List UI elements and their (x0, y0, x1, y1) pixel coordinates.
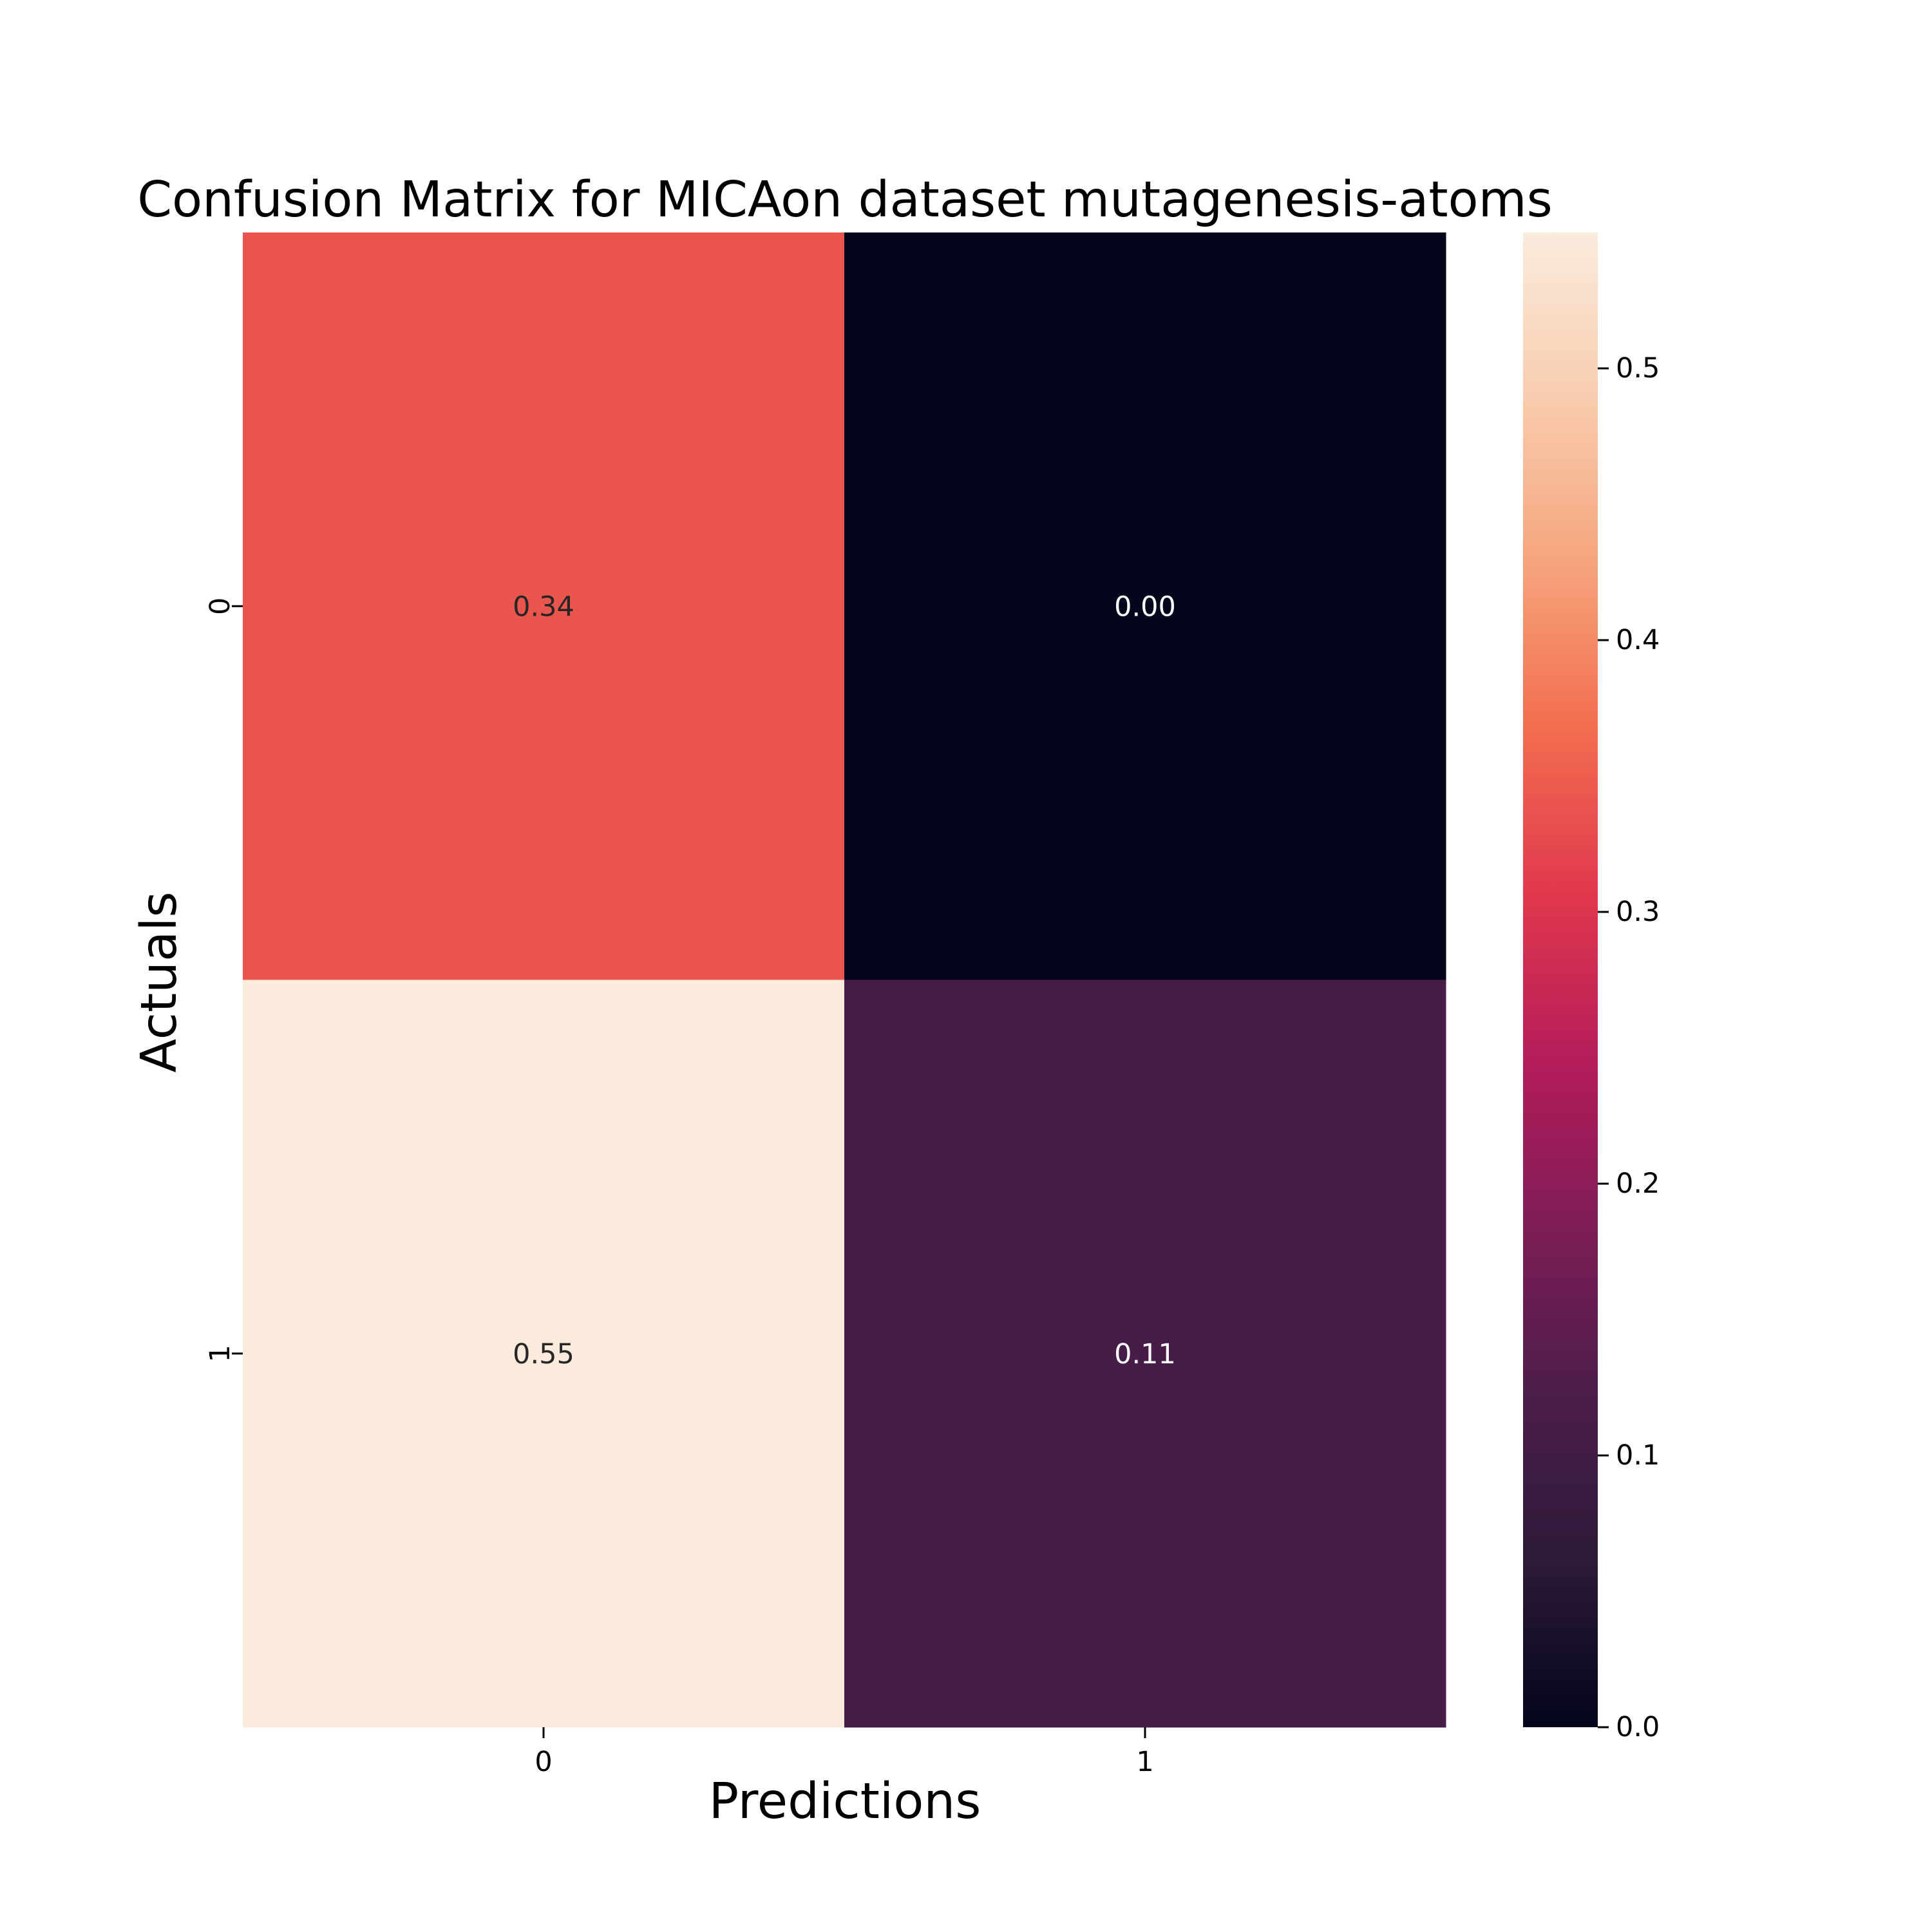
y-axis-ticks: 01 (204, 598, 243, 1362)
x-tick-label-1: 1 (1136, 1746, 1153, 1778)
colorbar-ticks: 0.0 0.1 0.2 0.3 0.4 0.5 (1598, 352, 1660, 1743)
x-axis-label: Predictions (709, 1773, 981, 1830)
colorbar-tick-label-2: 0.2 (1616, 1168, 1660, 1200)
cell-value-r1-c0: 0.55 (513, 1338, 574, 1370)
colorbar-tick-label-0: 0.0 (1616, 1711, 1660, 1743)
cell-value-r1-c1: 0.11 (1114, 1338, 1176, 1370)
heatmap-cell-labels: 0.34 0.00 0.55 0.11 (513, 591, 1176, 1370)
colorbar-tick-label-4: 0.4 (1616, 624, 1660, 656)
heatmap-cell-r1-c1 (844, 980, 1446, 1728)
colorbar (1523, 232, 1598, 1727)
colorbar-tick-label-5: 0.5 (1616, 352, 1660, 384)
chart-title: Confusion Matrix for MICAon dataset muta… (137, 171, 1553, 229)
heatmap-cell-r1-c0 (243, 980, 845, 1728)
y-axis-label: Actuals (131, 891, 188, 1072)
heatmap-cell-r0-c0 (243, 232, 845, 980)
heatmap-cells (243, 232, 1446, 1728)
y-tick-label-0: 0 (204, 598, 236, 615)
heatmap-cell-r0-c1 (844, 232, 1446, 980)
cell-value-r0-c1: 0.00 (1114, 591, 1176, 623)
cell-value-r0-c0: 0.34 (513, 591, 574, 623)
colorbar-tick-label-1: 0.1 (1616, 1439, 1660, 1472)
colorbar-tick-label-3: 0.3 (1616, 896, 1660, 928)
y-tick-label-1: 1 (204, 1345, 236, 1362)
x-tick-label-0: 0 (535, 1746, 552, 1778)
